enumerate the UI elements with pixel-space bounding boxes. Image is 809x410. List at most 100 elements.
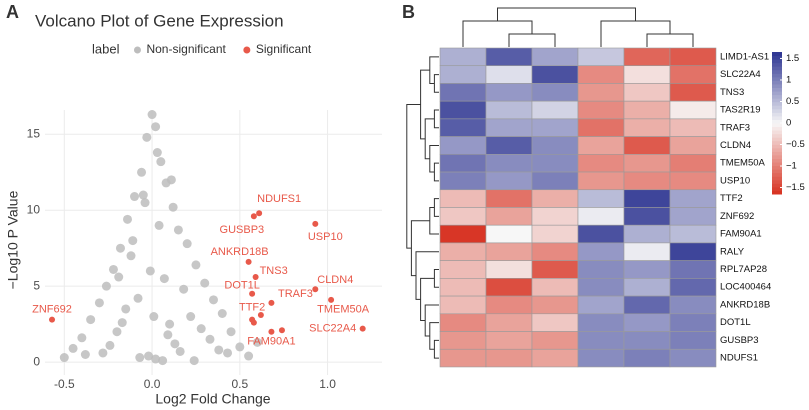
heatmap-cell bbox=[485, 118, 533, 137]
point bbox=[217, 308, 227, 318]
dendrogram bbox=[508, 33, 556, 47]
y-tick-label: 0 bbox=[33, 354, 40, 368]
colorbar-step bbox=[772, 165, 782, 170]
heatmap-cell bbox=[623, 348, 671, 368]
heatmap-cell bbox=[439, 295, 487, 315]
heatmap-cell bbox=[531, 313, 579, 332]
heatmap-cell bbox=[531, 65, 579, 84]
heatmap-cell bbox=[485, 154, 533, 173]
heatmap-cell bbox=[531, 100, 579, 120]
heatmap-cell bbox=[485, 313, 533, 332]
colorbar-label: 1.5 bbox=[786, 53, 799, 64]
point bbox=[257, 312, 264, 319]
legend-swatch bbox=[243, 46, 251, 54]
colorbar-step bbox=[772, 108, 782, 113]
dendrogram bbox=[433, 162, 439, 182]
heatmap-cell bbox=[485, 171, 533, 191]
heatmap-cell bbox=[531, 242, 579, 261]
x-axis-label: Log2 Fold Change bbox=[155, 391, 270, 407]
point bbox=[173, 225, 183, 235]
dendrogram bbox=[433, 198, 439, 217]
colorbar-step bbox=[772, 80, 782, 85]
heatmap-cell bbox=[669, 154, 717, 173]
point bbox=[128, 236, 138, 246]
point bbox=[268, 328, 275, 335]
row-label: GUSBP3 bbox=[720, 335, 759, 346]
dendrogram bbox=[497, 7, 636, 21]
point bbox=[168, 202, 178, 212]
point bbox=[163, 330, 173, 340]
row-label: LIMD1-AS1 bbox=[720, 51, 769, 62]
heatmap-cell bbox=[577, 154, 625, 173]
point bbox=[359, 325, 366, 332]
dendrogram bbox=[415, 251, 439, 300]
point bbox=[235, 342, 245, 352]
heatmap-cell bbox=[623, 154, 671, 173]
x-tick-label: -0.5 bbox=[54, 377, 75, 391]
panel-label: A bbox=[6, 2, 19, 22]
point bbox=[152, 148, 162, 158]
colorbar-step bbox=[772, 123, 782, 128]
point bbox=[98, 348, 108, 358]
point bbox=[121, 304, 131, 314]
row-label: TAS2R19 bbox=[720, 105, 760, 116]
heatmap-cell bbox=[623, 83, 671, 102]
heatmap-cell bbox=[669, 260, 717, 279]
row-label: USP10 bbox=[720, 175, 750, 186]
point-label: ZNF692 bbox=[32, 303, 72, 315]
colorbar-step bbox=[772, 91, 782, 96]
panel-label: B bbox=[402, 2, 415, 22]
legend-swatch bbox=[133, 46, 141, 54]
colorbar-step bbox=[772, 179, 782, 184]
colorbar-label: −1 bbox=[786, 161, 797, 172]
heatmap-cell bbox=[439, 47, 487, 67]
point bbox=[147, 110, 157, 120]
colorbar-step bbox=[772, 162, 782, 167]
heatmap-cell bbox=[577, 100, 625, 120]
point bbox=[214, 345, 224, 355]
heatmap-cell bbox=[577, 136, 625, 155]
point bbox=[182, 239, 192, 249]
heatmap-cell bbox=[669, 313, 717, 332]
point bbox=[133, 293, 143, 303]
point bbox=[179, 284, 189, 294]
row-label: ANKRD18B bbox=[720, 299, 770, 310]
heatmap-cell bbox=[485, 47, 533, 67]
colorbar-step bbox=[772, 66, 782, 71]
row-label: TNS3 bbox=[720, 87, 744, 98]
point bbox=[189, 356, 199, 366]
point-label: NDUFS1 bbox=[257, 193, 301, 205]
heatmap-cell bbox=[531, 278, 579, 297]
colorbar-step bbox=[772, 105, 782, 110]
point bbox=[250, 213, 257, 220]
point bbox=[86, 315, 96, 325]
heatmap-cell bbox=[439, 278, 487, 297]
point bbox=[115, 243, 125, 253]
row-label: NDUFS1 bbox=[720, 353, 758, 364]
point bbox=[159, 274, 169, 284]
point-label: TRAF3 bbox=[278, 288, 313, 300]
point bbox=[122, 214, 132, 224]
heatmap-cell bbox=[623, 118, 671, 137]
heatmap-cell bbox=[439, 224, 487, 244]
point bbox=[250, 319, 257, 326]
heatmap-cell bbox=[439, 189, 487, 208]
point-label: GUSBP3 bbox=[220, 224, 265, 236]
heatmap-cell bbox=[439, 100, 487, 120]
heatmap-cell bbox=[439, 136, 487, 155]
point bbox=[151, 354, 161, 364]
colorbar-step bbox=[772, 169, 782, 174]
heatmap-cell bbox=[577, 313, 625, 332]
heatmap-cell bbox=[623, 313, 671, 332]
heatmap-cell bbox=[531, 189, 579, 208]
heatmap-cell bbox=[439, 83, 487, 102]
heatmap-cell bbox=[623, 189, 671, 208]
colorbar-step bbox=[772, 186, 782, 191]
heatmap-cell bbox=[439, 313, 487, 332]
legend-label: Non-significant bbox=[146, 42, 226, 56]
legend-title: label bbox=[92, 41, 120, 56]
heatmap-cell bbox=[669, 295, 717, 315]
colorbar-step bbox=[772, 147, 782, 152]
point bbox=[149, 312, 159, 322]
